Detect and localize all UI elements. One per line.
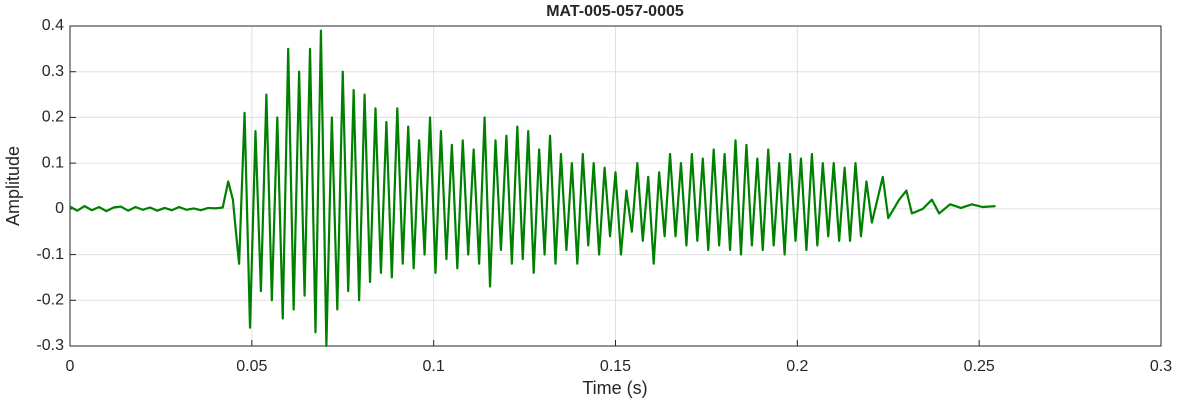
x-tick-label: 0.25 [964, 358, 995, 375]
y-tick-label: -0.2 [36, 292, 64, 309]
y-tick-label: 0.1 [42, 154, 64, 171]
y-tick-label: -0.1 [36, 246, 64, 263]
y-tick-label: 0.2 [42, 109, 64, 126]
y-tick-label: -0.3 [36, 337, 64, 354]
y-tick-label: 0 [55, 200, 64, 217]
x-tick-label: 0.3 [1150, 358, 1172, 375]
x-tick-label: 0.05 [236, 358, 267, 375]
y-axis-label: Amplitude [3, 146, 23, 226]
x-axis-label: Time (s) [582, 378, 647, 398]
waveform-line [69, 29, 996, 348]
x-tick-label: 0.1 [423, 358, 445, 375]
y-tick-label: 0.4 [42, 17, 64, 34]
x-tick-label: 0.15 [600, 358, 631, 375]
x-tick-label: 0.2 [786, 358, 808, 375]
y-tick-label: 0.3 [42, 63, 64, 80]
chart-title: MAT-005-057-0005 [546, 3, 684, 20]
plot-frame [69, 25, 1162, 347]
x-tick-label: 0 [66, 358, 75, 375]
